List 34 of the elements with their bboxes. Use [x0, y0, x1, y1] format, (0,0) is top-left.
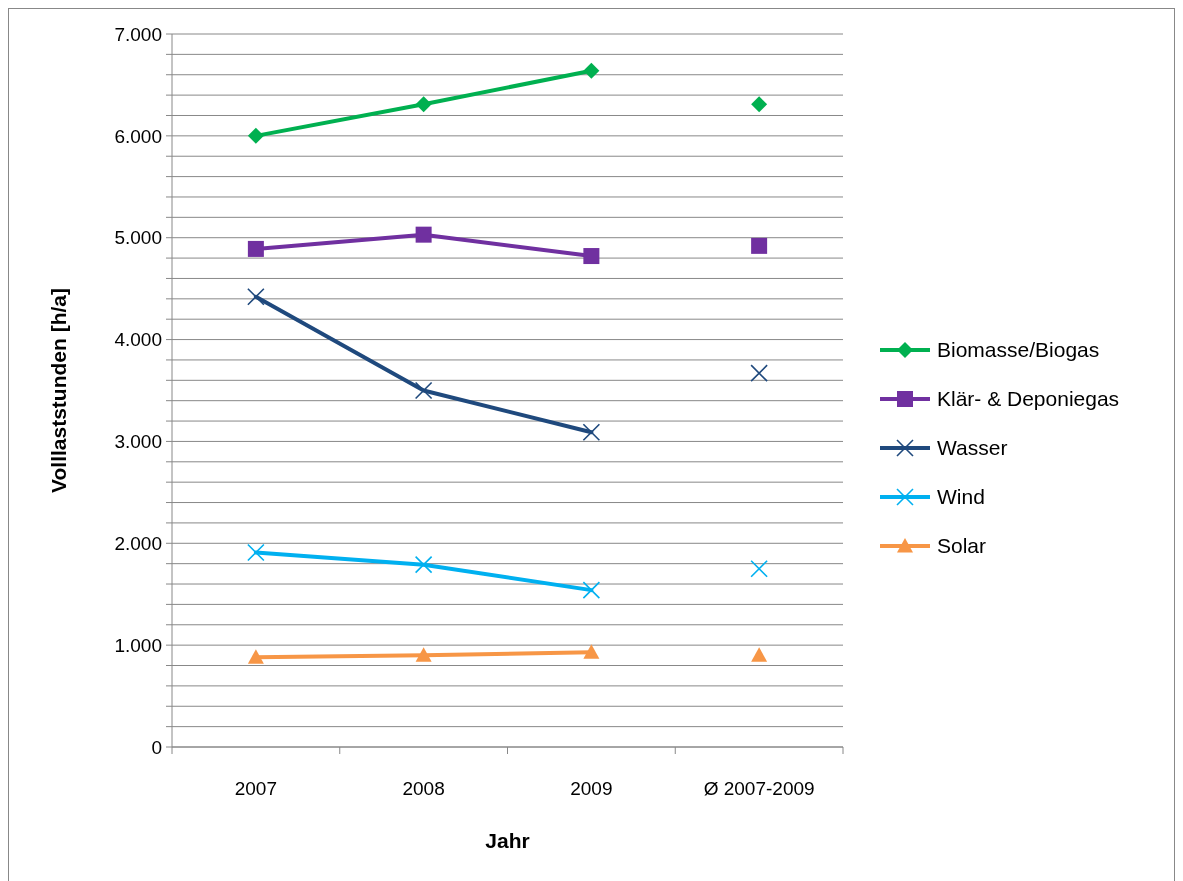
legend-label: Wind [937, 485, 985, 509]
point [583, 644, 600, 659]
x-tick-label: 2008 [402, 778, 445, 799]
legend-label: Wasser [937, 436, 1008, 460]
legend-label: Solar [937, 534, 987, 558]
y-axis-title: Volllaststunden [h/a] [47, 288, 70, 493]
legend-label: Klär- & Deponiegas [937, 387, 1120, 411]
point [582, 581, 601, 599]
y-tick-label: 3.000 [114, 431, 162, 453]
y-tick-label: 2.000 [114, 532, 162, 554]
point [247, 287, 265, 306]
point [415, 647, 432, 662]
x-axis-title: Jahr [485, 829, 530, 852]
point [414, 555, 433, 574]
y-tick-label: 5.000 [114, 227, 162, 249]
y-tick-label: 1.000 [114, 634, 162, 656]
point [247, 240, 264, 257]
y-tick-label: 4.000 [114, 329, 162, 351]
point [583, 248, 600, 265]
legend-label: Biomasse/Biogas [937, 338, 1100, 362]
point [415, 96, 432, 113]
y-tick-label: 0 [151, 736, 162, 758]
point [247, 127, 264, 144]
point [582, 423, 601, 442]
x-tick-label: 2009 [570, 778, 613, 799]
y-tick-label: 6.000 [114, 125, 162, 147]
y-tick-label: 7.000 [114, 23, 162, 45]
point [247, 649, 264, 664]
point [414, 381, 433, 400]
point [247, 543, 265, 562]
x-tick-label: 2007 [234, 778, 278, 799]
x-tick-label: Ø 2007-2009 [703, 778, 815, 799]
point [583, 62, 600, 79]
point [415, 226, 432, 243]
